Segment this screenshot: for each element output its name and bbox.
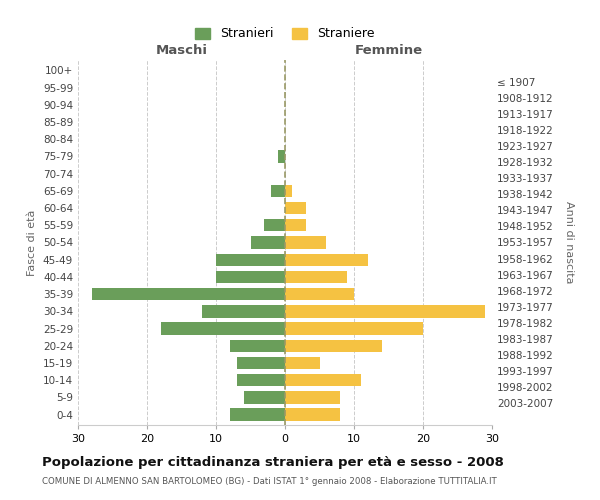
Bar <box>285 270 347 283</box>
Bar <box>271 184 285 197</box>
Bar <box>237 357 285 369</box>
Bar <box>285 184 292 197</box>
Bar <box>285 374 361 386</box>
Bar <box>285 288 354 300</box>
Bar <box>202 305 285 318</box>
Bar <box>278 150 285 162</box>
Y-axis label: Fasce di età: Fasce di età <box>28 210 37 276</box>
Bar <box>285 392 340 404</box>
Bar <box>237 374 285 386</box>
Bar <box>230 340 285 352</box>
Bar <box>285 340 382 352</box>
Bar <box>285 408 340 421</box>
Bar <box>161 322 285 335</box>
Bar <box>230 408 285 421</box>
Bar <box>92 288 285 300</box>
Bar <box>244 392 285 404</box>
Bar <box>285 202 306 214</box>
Bar <box>285 322 423 335</box>
Bar <box>285 219 306 232</box>
Bar <box>265 219 285 232</box>
Bar <box>251 236 285 248</box>
Y-axis label: Anni di nascita: Anni di nascita <box>565 201 574 284</box>
Bar <box>216 254 285 266</box>
Bar <box>285 357 320 369</box>
Text: Popolazione per cittadinanza straniera per età e sesso - 2008: Popolazione per cittadinanza straniera p… <box>42 456 504 469</box>
Bar <box>285 305 485 318</box>
Text: Maschi: Maschi <box>155 44 208 57</box>
Bar <box>285 236 326 248</box>
Legend: Stranieri, Straniere: Stranieri, Straniere <box>190 22 380 46</box>
Text: Femmine: Femmine <box>355 44 422 57</box>
Text: COMUNE DI ALMENNO SAN BARTOLOMEO (BG) - Dati ISTAT 1° gennaio 2008 - Elaborazion: COMUNE DI ALMENNO SAN BARTOLOMEO (BG) - … <box>42 478 497 486</box>
Bar <box>216 270 285 283</box>
Bar <box>285 254 368 266</box>
